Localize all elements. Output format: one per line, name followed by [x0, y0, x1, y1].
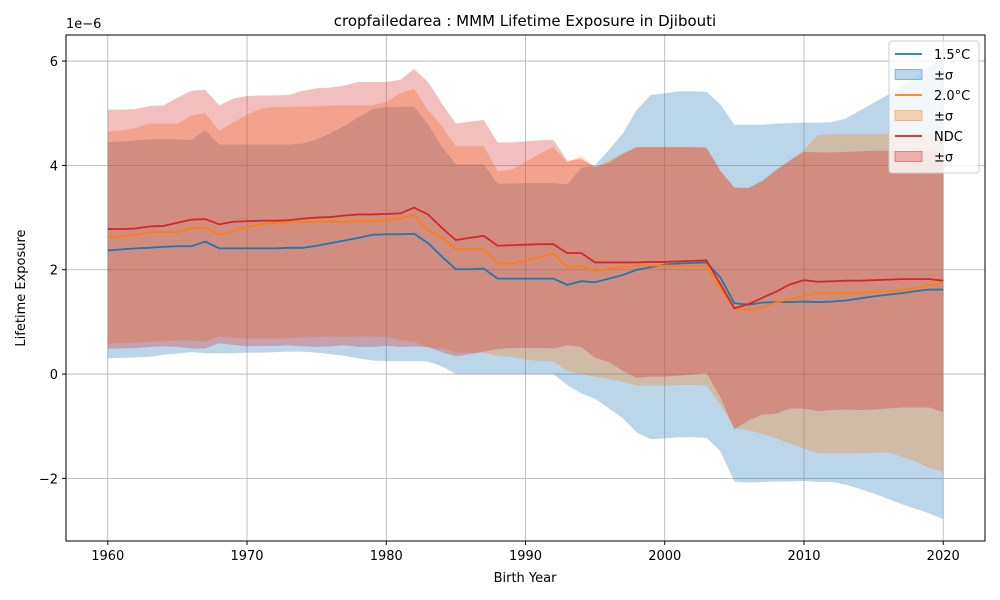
y-offset-text: 1e−6 [66, 17, 101, 32]
series-lines [107, 206, 944, 312]
sigma-bands [107, 58, 944, 520]
series-line [107, 206, 944, 310]
legend-label: 1.5°C [934, 48, 970, 63]
x-axis-ticks: 1960 1970 1980 1990 2000 2010 2020 [91, 541, 960, 564]
sigma-band [107, 88, 944, 472]
legend-label: 2.0°C [934, 89, 970, 104]
y-axis-label: Lifetime Exposure [14, 229, 29, 346]
y-tick-label: 2 [50, 264, 58, 279]
y-tick-label: 4 [50, 159, 58, 174]
legend-band-swatch [894, 69, 923, 80]
x-tick-label: 2000 [648, 549, 681, 564]
legend-label: NDC [934, 130, 963, 145]
x-tick-label: 2020 [927, 549, 960, 564]
x-axis-label: Birth Year [494, 571, 558, 586]
x-tick-label: 1960 [91, 549, 124, 564]
chart-title: cropfailedarea : MMM Lifetime Exposure i… [334, 12, 716, 30]
sigma-band [107, 58, 944, 520]
x-tick-label: 1970 [230, 549, 263, 564]
grid [66, 35, 985, 541]
y-tick-label: 0 [50, 368, 58, 383]
legend-label: ±σ [934, 151, 953, 166]
series-line [107, 232, 944, 306]
legend: 1.5°C ±σ 2.0°C ±σ NDC ±σ [888, 40, 980, 174]
x-tick-label: 1980 [370, 549, 403, 564]
legend-box [888, 40, 980, 174]
y-tick-label: 6 [50, 55, 58, 70]
legend-band-swatch [894, 110, 923, 121]
x-tick-label: 2010 [787, 549, 820, 564]
y-axis-ticks: −2 0 2 4 6 [39, 55, 66, 487]
legend-label: ±σ [934, 69, 953, 84]
legend-band-swatch [894, 151, 923, 162]
y-tick-label: −2 [39, 472, 58, 487]
legend-label: ±σ [934, 110, 953, 125]
sigma-band [107, 68, 944, 430]
series-line [107, 213, 944, 312]
x-tick-label: 1990 [509, 549, 542, 564]
